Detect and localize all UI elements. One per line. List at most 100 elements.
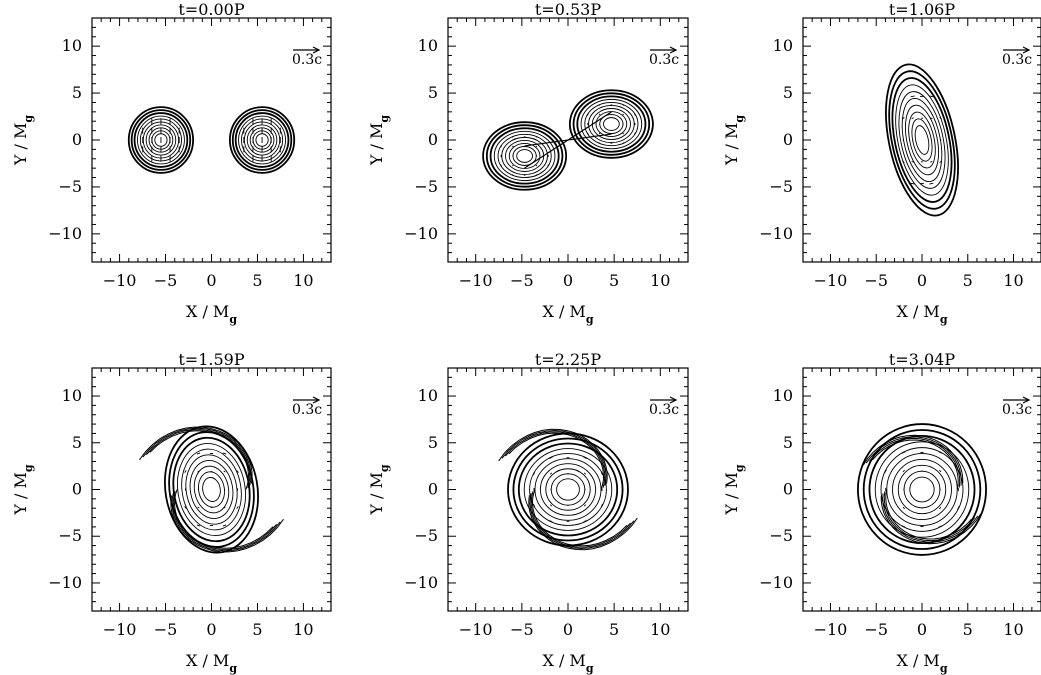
x-tick-label: 10 <box>293 271 313 290</box>
y-tick-label: −5 <box>414 177 438 196</box>
x-tick-label: −5 <box>864 620 888 639</box>
density-contour <box>880 447 964 532</box>
density-contour <box>904 104 940 176</box>
density-contour <box>137 115 185 165</box>
y-tick-label: −10 <box>404 224 438 243</box>
velocity-arrow <box>598 113 601 116</box>
x-tick-label: −5 <box>510 620 534 639</box>
spiral-arm-contour <box>872 439 959 490</box>
spiral-arm-contour <box>142 427 252 486</box>
y-tick-label: −5 <box>58 526 82 545</box>
velocity-arrow <box>184 470 187 473</box>
velocity-arrow <box>930 117 933 120</box>
velocity-arrow <box>600 471 604 476</box>
velocity-arrow <box>622 113 624 116</box>
density-contour <box>127 106 195 174</box>
velocity-field <box>500 135 550 177</box>
density-contour <box>584 101 639 147</box>
velocity-arrow <box>901 451 906 454</box>
density-contour <box>489 127 560 185</box>
velocity-arrow <box>236 470 239 473</box>
velocity-arrow <box>535 174 538 177</box>
y-axis-label-main: Y / M <box>722 472 741 516</box>
scale-arrow-head <box>312 46 321 54</box>
x-tick-label: −10 <box>103 620 137 639</box>
y-axis-label-main: Y / M <box>367 472 386 516</box>
density-contour <box>133 112 189 168</box>
x-tick-label: 10 <box>293 620 313 639</box>
panel-title: t=0.53P <box>535 0 601 19</box>
velocity-arrow <box>884 506 887 510</box>
panel-title: t=1.06P <box>889 0 955 19</box>
velocity-arrow <box>535 145 538 148</box>
velocity-arrow <box>902 117 905 120</box>
x-tick-label: −10 <box>459 271 493 290</box>
y-axis-label-subscript: g <box>22 115 35 123</box>
velocity-arrow <box>929 95 934 98</box>
velocity-arrow <box>532 471 536 476</box>
density-contours <box>857 423 987 556</box>
scale-arrow-head <box>669 46 678 54</box>
density-contour <box>485 124 564 188</box>
velocity-arrow <box>197 506 200 509</box>
x-tick-label: 5 <box>252 620 262 639</box>
x-axis-label: X / Mg <box>542 302 593 326</box>
scale-arrow-label: 0.3c <box>649 52 679 68</box>
density-contour <box>130 109 192 171</box>
x-axis-label-main: X / M <box>896 651 939 670</box>
density-contour <box>911 118 933 162</box>
velocity-field <box>884 451 960 528</box>
y-tick-label: −5 <box>414 526 438 545</box>
velocity-arrow <box>500 164 502 167</box>
y-tick-label: −10 <box>404 573 438 592</box>
spiral-arm-contour <box>171 493 281 552</box>
density-contour <box>202 477 221 502</box>
velocity-arrow <box>547 145 550 148</box>
velocity-arrow <box>902 506 905 510</box>
density-contour <box>516 149 533 163</box>
density-contour <box>862 429 982 550</box>
spiral-arm-contour <box>508 432 605 490</box>
x-tick-label: −5 <box>154 620 178 639</box>
y-tick-label: 5 <box>783 83 793 102</box>
y-axis-label: Y / Mg <box>722 115 746 167</box>
scale-arrow-head <box>1022 396 1031 404</box>
density-contour <box>231 109 293 171</box>
velocity-arrow <box>622 142 625 145</box>
velocity-arrow <box>939 160 942 163</box>
density-contour <box>177 442 246 537</box>
density-contour <box>908 111 936 169</box>
velocity-arrow <box>902 160 905 163</box>
y-axis-label-subscript: g <box>733 115 746 123</box>
velocity-arrow <box>511 135 514 138</box>
y-axis-label-main: Y / M <box>722 123 741 167</box>
y-tick-label: 5 <box>428 433 438 452</box>
velocity-arrow <box>532 503 536 508</box>
velocity-arrow <box>586 132 589 135</box>
velocity-arrow <box>583 456 587 459</box>
y-tick-label: −10 <box>48 573 82 592</box>
y-tick-label: 10 <box>418 36 438 55</box>
x-axis-label: X / Mg <box>896 651 947 675</box>
velocity-arrow <box>634 132 636 135</box>
y-tick-label: 0 <box>428 130 438 149</box>
y-axis-label: Y / Mg <box>722 464 746 516</box>
spiral-arm-contour <box>530 491 631 548</box>
density-contour <box>482 121 568 191</box>
velocity-arrow <box>600 503 604 508</box>
density-contour <box>505 139 545 172</box>
density-contour <box>234 112 290 168</box>
velocity-arrow <box>511 174 514 177</box>
y-tick-label: 10 <box>418 386 438 405</box>
velocity-arrow <box>598 132 601 135</box>
density-contour <box>255 133 269 147</box>
panel-title: t=0.00P <box>178 0 244 19</box>
density-contour <box>539 463 597 516</box>
spiral-arm-contour <box>880 495 982 545</box>
y-tick-label: −10 <box>48 224 82 243</box>
y-axis-label-main: Y / M <box>11 472 30 516</box>
density-contour <box>901 97 943 183</box>
scale-arrow-head <box>669 396 678 404</box>
spiral-arm-contour <box>149 430 250 490</box>
